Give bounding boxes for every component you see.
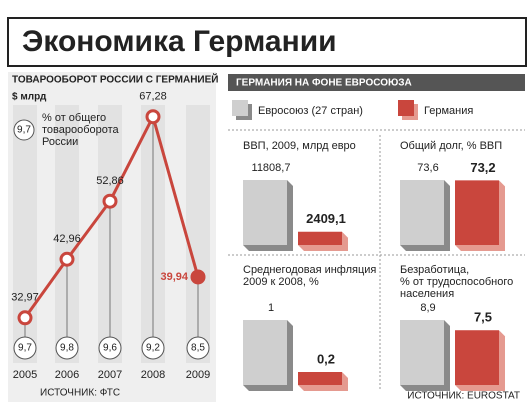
value-label: 32,97	[11, 292, 39, 304]
panel-title: населения	[400, 288, 454, 300]
point	[190, 269, 206, 285]
legend-swatch	[398, 100, 414, 116]
bar	[455, 330, 499, 385]
legend-sample: 9,7	[17, 125, 31, 136]
bar	[298, 231, 342, 245]
panel-title: % от трудоспособного	[400, 276, 513, 288]
x-tick-label: 2005	[13, 369, 37, 381]
value-label: 39,94	[160, 271, 188, 283]
legend-text: России	[42, 136, 78, 148]
x-tick-label: 2009	[186, 369, 210, 381]
share-circle	[13, 336, 37, 360]
value-label: 0,2	[317, 351, 335, 366]
bar	[400, 320, 444, 385]
value-label: 67,28	[139, 91, 167, 103]
value-label: 52,86	[96, 175, 124, 187]
bar	[243, 180, 287, 245]
share-circle	[98, 336, 122, 360]
chart-title: ГЕРМАНИЯ НА ФОНЕ ЕВРОСОЮЗА	[236, 78, 412, 89]
value-label: 42,96	[53, 233, 81, 245]
legend-text: товарооборота	[42, 124, 120, 136]
panel-title: ВВП, 2009, млрд евро	[243, 140, 356, 152]
source: ИСТОЧНИК: EUROSTAT	[407, 391, 520, 402]
panel-title: Среднегодовая инфляция	[243, 264, 376, 276]
chart-title: ТОВАРООБОРОТ РОССИИ С ГЕРМАНИЕЙ	[12, 73, 218, 86]
legend-swatch	[232, 100, 248, 116]
share-label: 8,5	[191, 343, 205, 354]
point	[59, 251, 75, 267]
panel-title: 2009 к 2008, %	[243, 276, 319, 288]
bar	[298, 372, 342, 385]
value-label: 2409,1	[306, 211, 346, 226]
value-label: 1	[268, 302, 274, 314]
legend-label: Евросоюз (27 стран)	[258, 105, 363, 117]
share-circle	[141, 336, 165, 360]
panel-title: Безработица,	[400, 264, 469, 276]
legend-circle	[13, 119, 35, 141]
point	[102, 193, 118, 209]
page-title: Экономика Германии	[22, 25, 337, 58]
point	[17, 310, 33, 326]
x-tick-label: 2006	[55, 369, 79, 381]
legend-label: Германия	[424, 105, 473, 117]
share-circle	[55, 336, 79, 360]
bar	[455, 180, 499, 245]
legend-text: % от общего	[42, 112, 106, 124]
share-circle	[186, 336, 210, 360]
value-label: 73,6	[417, 162, 438, 174]
share-label: 9,7	[18, 343, 32, 354]
value-label: 11808,7	[252, 162, 291, 174]
x-tick-label: 2007	[98, 369, 122, 381]
value-label: 8,9	[420, 302, 435, 314]
source: ИСТОЧНИК: ФТС	[40, 388, 120, 399]
value-label: 73,2	[470, 160, 495, 175]
point	[145, 109, 161, 125]
bar	[400, 180, 444, 245]
chart-subtitle: $ млрд	[12, 92, 47, 103]
title-box	[7, 17, 527, 67]
panel-title: Общий долг, % ВВП	[400, 140, 502, 152]
bar	[243, 320, 287, 385]
share-label: 9,6	[103, 343, 117, 354]
x-tick-label: 2008	[141, 369, 165, 381]
value-label: 7,5	[474, 310, 492, 325]
header-bar	[228, 74, 525, 91]
share-label: 9,8	[60, 343, 74, 354]
share-label: 9,2	[146, 343, 160, 354]
